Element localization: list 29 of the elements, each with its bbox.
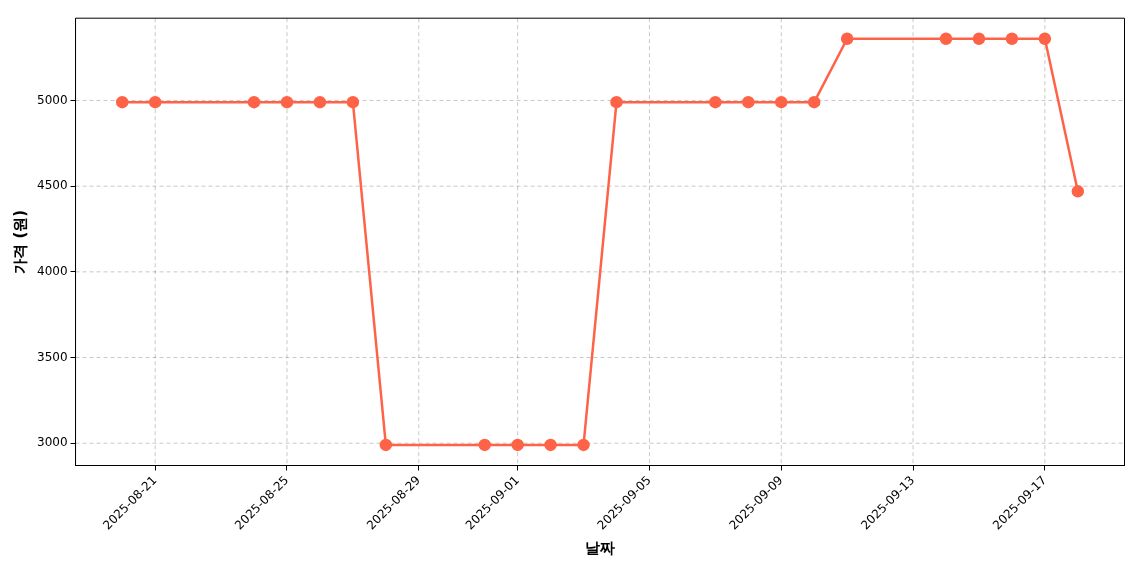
y-tick-label: 4500 xyxy=(36,178,68,193)
point xyxy=(840,32,854,46)
point xyxy=(313,95,327,109)
point xyxy=(247,95,261,109)
point xyxy=(511,438,524,452)
point xyxy=(939,32,953,46)
point xyxy=(577,438,590,452)
x-axis-title: 날짜 xyxy=(585,538,616,557)
point xyxy=(1038,32,1052,46)
y-tick-label: 3500 xyxy=(36,349,68,364)
point xyxy=(709,95,722,109)
y-tick-label: 4000 xyxy=(36,263,68,278)
point xyxy=(148,95,162,109)
y-axis-title: 가격 (원) xyxy=(10,209,29,274)
point xyxy=(1005,32,1019,46)
point xyxy=(807,95,821,109)
point xyxy=(742,95,755,109)
point xyxy=(972,32,986,46)
point xyxy=(544,438,557,452)
point xyxy=(379,438,393,452)
point xyxy=(478,438,491,452)
point xyxy=(610,95,623,109)
point xyxy=(280,95,294,109)
y-tick-label: 3000 xyxy=(36,435,68,450)
y-tick-label: 5000 xyxy=(36,92,68,107)
point xyxy=(1071,185,1085,198)
point xyxy=(115,95,129,109)
point xyxy=(346,95,360,109)
point xyxy=(775,95,788,109)
